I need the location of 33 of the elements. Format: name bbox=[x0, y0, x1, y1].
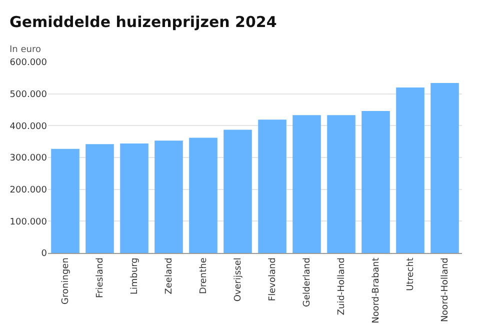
bar bbox=[120, 143, 148, 253]
y-tick-label: 600.000 bbox=[10, 58, 48, 68]
x-tick-label: Limburg bbox=[130, 258, 140, 295]
bar bbox=[430, 83, 459, 253]
y-tick-label: 0 bbox=[41, 249, 48, 260]
x-tick-label: Friesland bbox=[96, 258, 106, 298]
x-tick-label: Groningen bbox=[61, 258, 72, 304]
bar bbox=[189, 138, 218, 253]
bar bbox=[327, 115, 356, 253]
x-tick-label: Utrecht bbox=[406, 257, 416, 291]
y-tick-label: 300.000 bbox=[10, 154, 48, 164]
x-tick-label: Noord-Holland bbox=[440, 258, 451, 322]
x-tick-label: Noord-Brabant bbox=[372, 257, 382, 324]
bar bbox=[154, 140, 183, 253]
bar bbox=[292, 115, 321, 253]
x-tick-label: Drenthe bbox=[199, 257, 210, 294]
x-tick-label: Gelderland bbox=[302, 258, 313, 308]
y-tick-label: 500.000 bbox=[10, 90, 48, 100]
chart-title: Gemiddelde huizenprijzen 2024 bbox=[10, 13, 277, 32]
bar bbox=[86, 144, 114, 253]
x-tick-label: Flevoland bbox=[268, 258, 278, 302]
y-tick-label: 400.000 bbox=[10, 122, 48, 132]
x-tick-label: Zuid-Holland bbox=[337, 258, 348, 316]
y-tick-label: 100.000 bbox=[10, 217, 48, 228]
bar bbox=[51, 148, 80, 253]
bar bbox=[224, 130, 252, 253]
chart-subtitle: In euro bbox=[10, 44, 42, 55]
bar bbox=[362, 111, 390, 253]
bar bbox=[396, 87, 424, 253]
y-tick-label: 200.000 bbox=[10, 185, 48, 196]
x-tick-label: Zeeland bbox=[164, 258, 175, 294]
x-tick-label: Overijssel bbox=[234, 258, 244, 302]
bar bbox=[258, 120, 286, 253]
